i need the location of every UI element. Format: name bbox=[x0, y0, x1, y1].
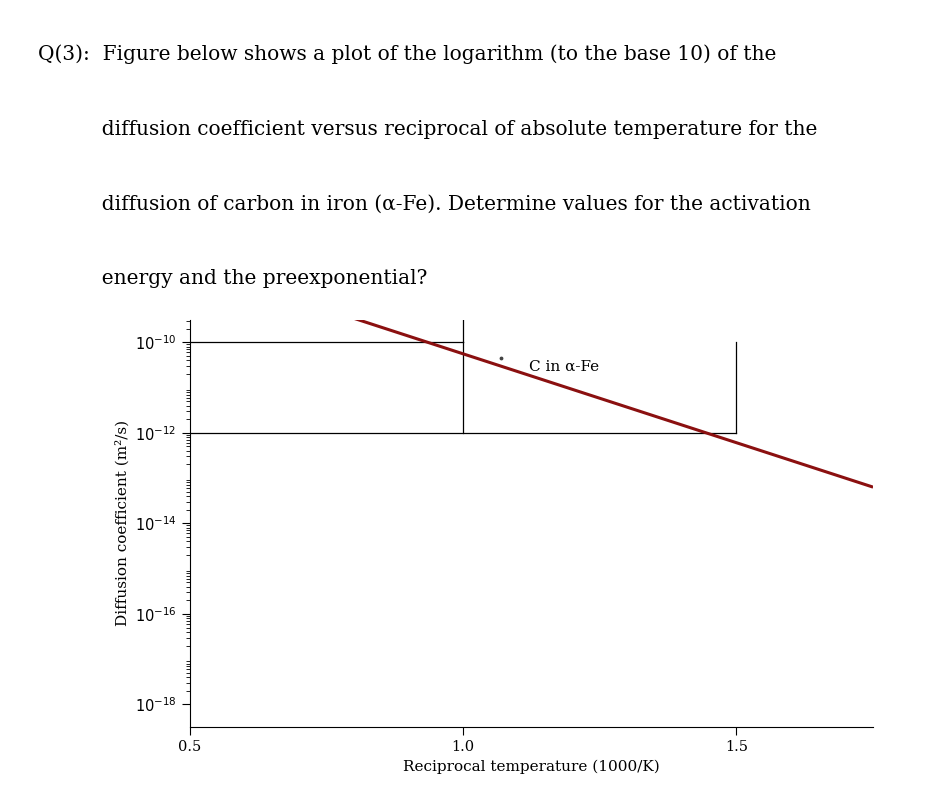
Y-axis label: Diffusion coefficient (m²/s): Diffusion coefficient (m²/s) bbox=[115, 420, 129, 626]
Text: energy and the preexponential?: energy and the preexponential? bbox=[38, 269, 427, 288]
Text: diffusion coefficient versus reciprocal of absolute temperature for the: diffusion coefficient versus reciprocal … bbox=[38, 120, 817, 138]
Text: diffusion of carbon in iron (α-Fe). Determine values for the activation: diffusion of carbon in iron (α-Fe). Dete… bbox=[38, 194, 810, 213]
Text: Q(3):  Figure below shows a plot of the logarithm (to the base 10) of the: Q(3): Figure below shows a plot of the l… bbox=[38, 45, 776, 65]
X-axis label: Reciprocal temperature (1000/K): Reciprocal temperature (1000/K) bbox=[403, 760, 660, 774]
Text: C in α-Fe: C in α-Fe bbox=[529, 360, 599, 374]
